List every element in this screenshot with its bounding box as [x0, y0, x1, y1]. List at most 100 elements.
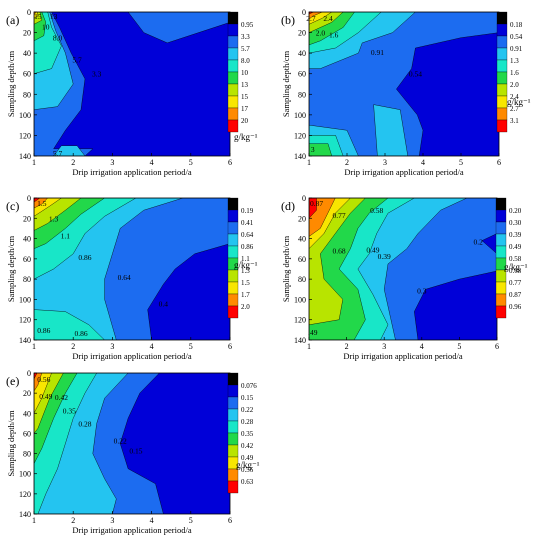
contour-band: [34, 198, 41, 203]
legend-level-label: 0.18: [510, 21, 523, 29]
contour-label: 0.28: [78, 419, 91, 428]
y-axis-label: Sampling depth/cm: [6, 235, 16, 302]
contour-label: 3: [311, 145, 315, 154]
contour-label: 2.7: [306, 14, 316, 23]
y-tick-label: 80: [298, 275, 306, 284]
legend-level-label: 0.35: [241, 430, 254, 438]
contour-label: 15: [34, 12, 42, 21]
x-tick-label: 3: [382, 342, 386, 351]
legend-level-label: 0.56: [241, 466, 254, 474]
x-tick-label: 3: [110, 516, 114, 525]
contour-label: 5.7: [53, 149, 63, 158]
x-tick-label: 6: [228, 158, 232, 167]
legend-level-label: 2.4: [510, 93, 519, 101]
contour-label: 0.4: [159, 299, 169, 308]
legend-level-label: 0.076: [241, 382, 257, 390]
legend-swatch: [227, 269, 239, 283]
contour-fill-group: [309, 198, 497, 340]
legend-swatch: [496, 83, 508, 97]
y-tick-label: 20: [298, 29, 306, 38]
contour-label: 0.39: [378, 252, 391, 261]
legend-swatch: [496, 95, 508, 109]
contour-label: 1.6: [329, 31, 339, 40]
x-tick-label: 4: [420, 342, 424, 351]
x-tick-label: 5: [457, 342, 461, 351]
legend-swatch: [495, 197, 507, 211]
x-tick-label: 6: [497, 158, 501, 167]
y-tick-label: 20: [298, 214, 306, 223]
legend-swatch: [496, 71, 508, 85]
y-tick-label: 40: [23, 409, 31, 418]
contour-label: 0.56: [37, 375, 50, 384]
legend-level-label: 0.42: [241, 442, 254, 450]
legend-level-label: 0.63: [241, 478, 254, 486]
x-tick-label: 6: [228, 342, 232, 351]
legend-swatch: [227, 107, 239, 121]
y-tick-label: 120: [19, 490, 31, 499]
legend-level-label: 1.3: [510, 57, 519, 65]
x-tick-label: 4: [150, 516, 154, 525]
contour-label: 1.5: [37, 199, 47, 208]
y-tick-label: 80: [23, 90, 31, 99]
legend-level-label: 0.87: [509, 291, 522, 299]
legend-swatch: [227, 35, 239, 49]
contour-label: 10: [42, 22, 50, 31]
y-tick-label: 100: [294, 111, 306, 120]
legend-level-label: 2.0: [510, 81, 519, 89]
legend-swatch: [495, 281, 507, 295]
x-tick-label: 2: [71, 342, 75, 351]
contour-band: [373, 104, 409, 156]
panel-label: (e): [6, 374, 19, 388]
legend-swatch: [495, 293, 507, 307]
legend-level-label: 0.68: [509, 267, 522, 275]
legend-level-label: 0.49: [509, 243, 522, 251]
legend-level-label: 0.19: [241, 207, 254, 215]
legend-level-label: 0.64: [241, 231, 254, 239]
y-tick-label: 80: [23, 450, 31, 459]
x-tick-label: 4: [150, 158, 154, 167]
contour-band: [34, 309, 105, 340]
y-tick-label: 40: [23, 49, 31, 58]
legend: 0.076 0.15 0.22 0.28 0.35 0.42 0.49 0.56 0.63 g/k…: [227, 372, 260, 494]
legend-level-label: 10: [241, 69, 249, 77]
x-axis-label: Drip irrigation application period/a: [343, 351, 462, 361]
contour-label: 8.0: [53, 34, 63, 43]
panel-label: (b): [281, 13, 295, 27]
y-tick-label: 140: [294, 336, 306, 345]
contour-band: [309, 12, 323, 20]
y-tick-label: 120: [19, 316, 31, 325]
y-tick-label: 100: [19, 111, 31, 120]
unit-label: g/kg⁻¹: [504, 262, 528, 272]
legend-swatch: [496, 107, 508, 121]
unit-label: g/kg⁻¹: [234, 260, 258, 270]
contour-band: [34, 373, 43, 392]
x-tick-label: 3: [383, 158, 387, 167]
legend-swatch: [227, 384, 239, 398]
legend-swatch: [227, 420, 239, 434]
legend-swatch: [227, 209, 239, 223]
contour-label: 2.4: [323, 14, 333, 23]
legend-level-label: 20: [241, 117, 249, 125]
legend-swatch: [227, 119, 239, 133]
contour-fill-group: [34, 373, 230, 514]
x-tick-label: 1: [307, 158, 311, 167]
contour-band: [309, 12, 314, 15]
contour-label: 0.42: [55, 393, 68, 402]
x-tick-label: 5: [189, 158, 193, 167]
legend-level-label: 1.1: [241, 255, 250, 263]
contour-label: 0.64: [118, 273, 131, 282]
contour-label: 3.3: [92, 70, 102, 79]
y-axis-label: Sampling depth/cm: [281, 50, 291, 117]
y-tick-label: 0: [302, 194, 306, 203]
contour-label: 0.87: [310, 199, 323, 208]
legend-level-label: 0.28: [241, 418, 254, 426]
contour-fill-group: [309, 12, 499, 156]
legend-swatch: [227, 396, 239, 410]
y-tick-label: 120: [294, 131, 306, 140]
legend-level-label: 1.5: [241, 279, 250, 287]
y-tick-label: 80: [298, 90, 306, 99]
contour-label: 0.35: [63, 406, 76, 415]
contour-band: [127, 12, 230, 44]
